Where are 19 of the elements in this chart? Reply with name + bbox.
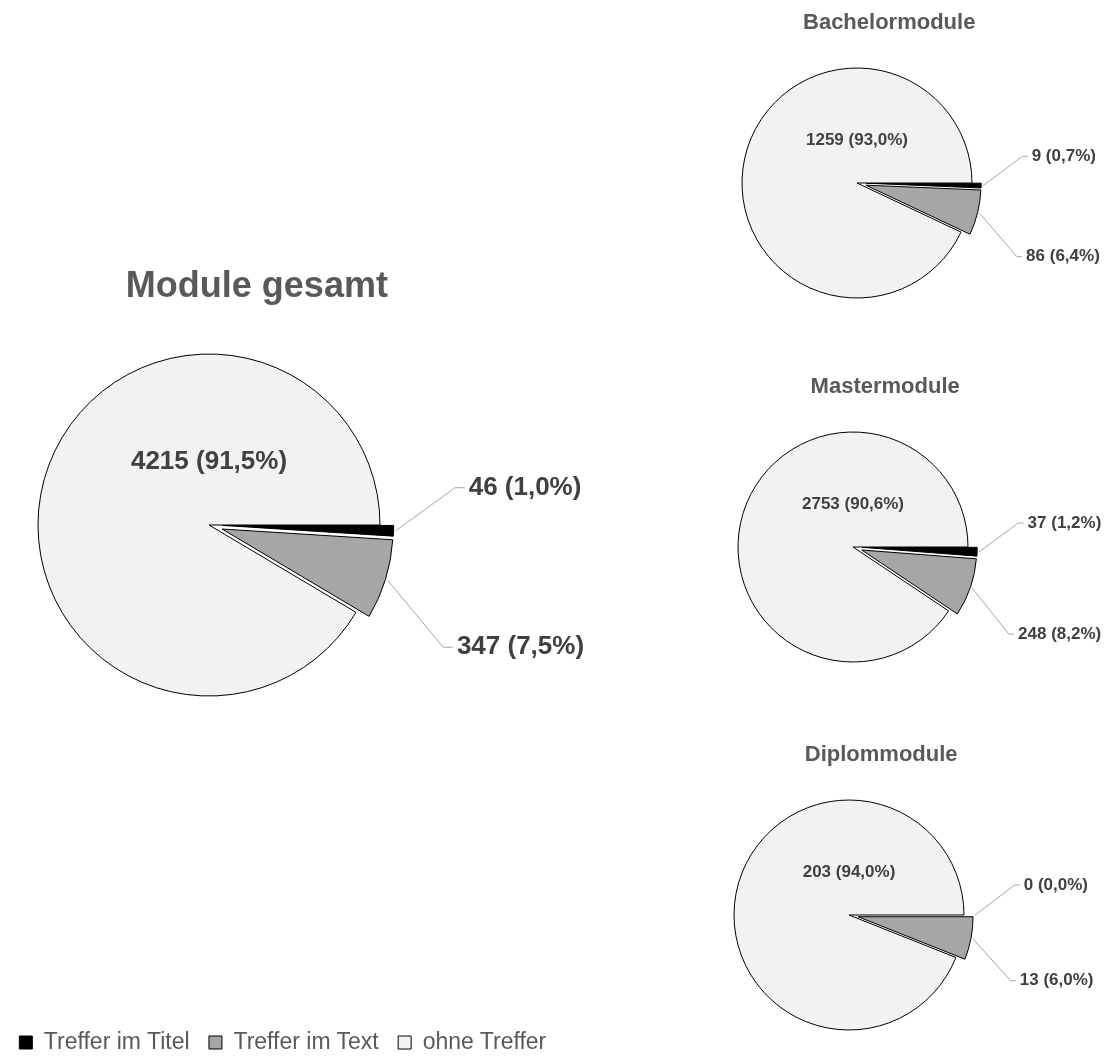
chart-title: Module gesamt <box>125 264 388 306</box>
data-label: 86 (6,4%) <box>1026 246 1100 266</box>
data-label: 203 (94,0%) <box>802 862 896 882</box>
data-label: 4215 (91,5%) <box>130 444 288 475</box>
chart-title: Mastermodule <box>810 373 960 399</box>
data-label: 46 (1,0%) <box>468 470 582 501</box>
data-label: 1259 (93,0%) <box>805 130 909 150</box>
chart-title: Bachelormodule <box>803 9 976 35</box>
data-label: 9 (0,7%) <box>1031 146 1096 165</box>
legend-label: Treffer im Text <box>233 1027 380 1054</box>
text: 0 (0,0%) <box>1023 874 1088 894</box>
data-label: 13 (6,0%) <box>1019 970 1094 990</box>
chart-title: Diplommodule <box>804 741 958 767</box>
data-label: 37 (1,2%) <box>1027 512 1102 532</box>
data-label: 347 (7,5%) <box>456 630 585 661</box>
legend-label: Treffer im Titel <box>43 1027 190 1054</box>
data-label: 248 (8,2%) <box>1018 623 1102 643</box>
legend-label: ohne Treffer <box>422 1027 547 1054</box>
data-label: 2753 (90,6%) <box>801 494 905 514</box>
